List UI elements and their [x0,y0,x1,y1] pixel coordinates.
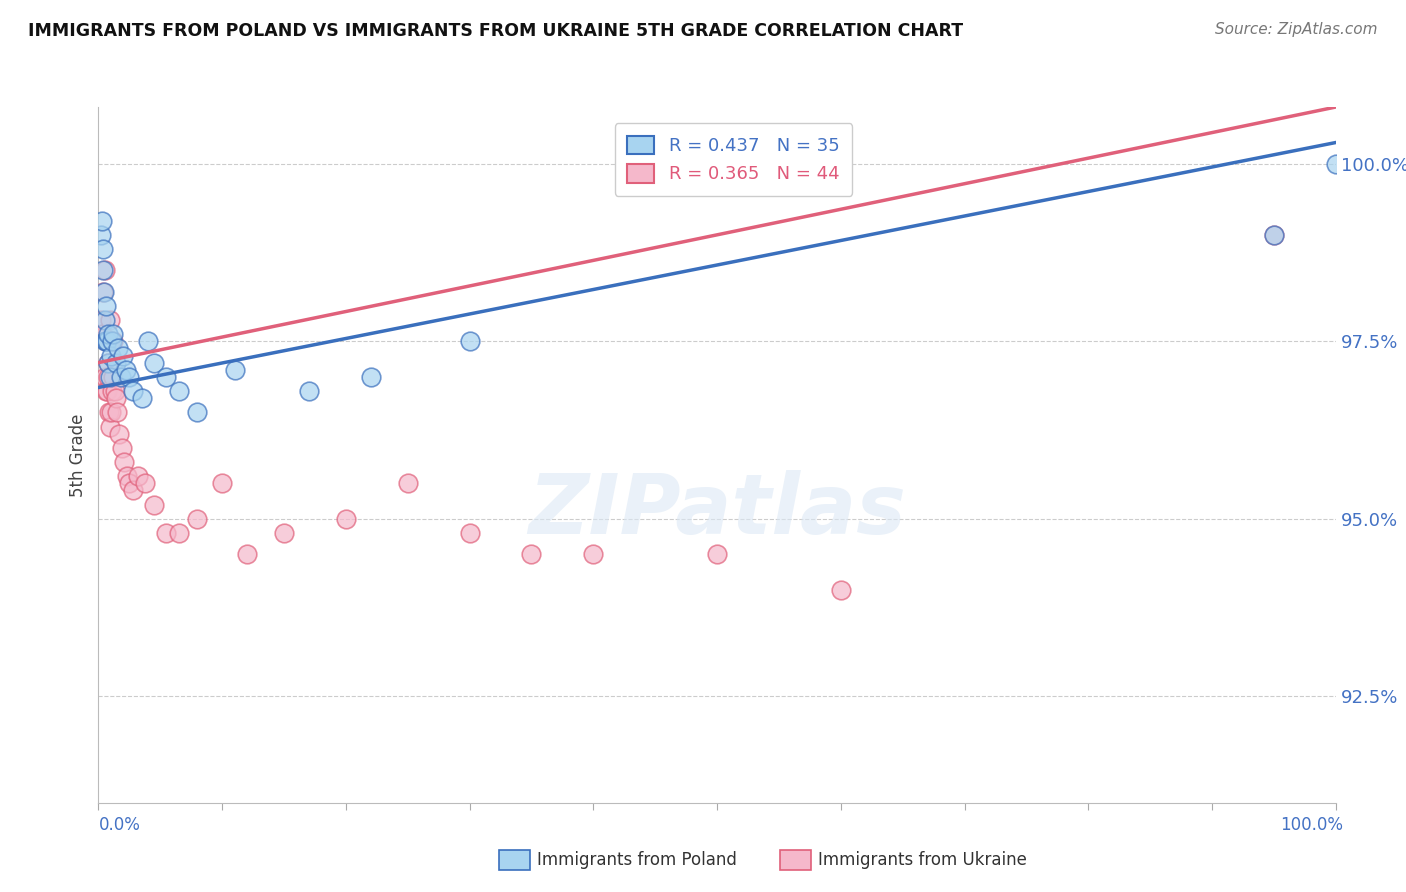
Point [97,405,120,419]
Point [1324,157,1347,171]
Point [122,384,145,398]
Point [100,405,122,419]
Point [91,242,114,256]
Point [98,313,121,327]
Point [93,285,115,299]
Text: 0.0%: 0.0% [98,816,141,834]
Text: 100.0%: 100.0% [1279,816,1343,834]
Point [94,334,117,349]
Point [101,369,124,384]
Point [211,476,233,491]
Point [96,384,118,398]
Point [114,362,136,376]
Point [91,327,114,342]
Y-axis label: 5th Grade: 5th Grade [69,413,87,497]
Point [136,334,159,349]
Point [100,334,122,349]
Point [93,334,115,349]
Point [706,547,728,561]
Point [104,356,127,370]
Point [98,369,121,384]
Point [103,334,125,349]
Point [96,334,118,349]
Point [103,384,125,398]
Point [143,498,166,512]
Point [127,469,149,483]
Point [1263,227,1285,242]
Point [96,384,118,398]
Point [186,512,208,526]
Point [97,356,120,370]
Point [94,313,117,327]
Point [108,426,131,441]
Legend: R = 0.437   N = 35, R = 0.365   N = 44: R = 0.437 N = 35, R = 0.365 N = 44 [614,123,852,196]
Point [112,349,135,363]
Point [104,391,127,405]
Point [167,526,190,541]
Point [110,369,132,384]
Point [118,476,141,491]
Text: IMMIGRANTS FROM POLAND VS IMMIGRANTS FROM UKRAINE 5TH GRADE CORRELATION CHART: IMMIGRANTS FROM POLAND VS IMMIGRANTS FRO… [28,22,963,40]
Point [118,369,141,384]
Point [91,213,114,227]
Point [111,441,134,455]
Point [458,526,481,541]
Point [360,369,382,384]
Point [236,547,259,561]
Point [93,285,115,299]
Point [101,334,124,349]
Point [155,526,177,541]
Text: Source: ZipAtlas.com: Source: ZipAtlas.com [1215,22,1378,37]
Point [134,476,156,491]
Text: ZIPatlas: ZIPatlas [529,470,905,551]
Point [273,526,295,541]
Point [103,327,125,342]
Point [143,356,166,370]
Point [97,327,120,342]
Point [101,384,124,398]
Point [98,419,121,434]
Point [94,299,117,313]
Point [100,349,122,363]
Point [1263,227,1285,242]
Point [298,384,321,398]
Point [112,455,135,469]
Point [458,334,481,349]
Point [131,391,153,405]
Point [155,369,177,384]
Point [90,227,112,242]
Point [115,469,138,483]
Point [830,582,852,597]
Point [105,405,128,419]
Text: Immigrants from Ukraine: Immigrants from Ukraine [818,851,1028,869]
Point [93,263,115,277]
Text: Immigrants from Poland: Immigrants from Poland [537,851,737,869]
Point [186,405,208,419]
Point [96,334,118,349]
Point [107,342,129,356]
Point [93,263,115,277]
Point [122,483,145,498]
Point [167,384,190,398]
Point [90,313,112,327]
Point [396,476,419,491]
Point [94,369,117,384]
Point [335,512,357,526]
Point [97,356,120,370]
Point [582,547,605,561]
Point [224,362,246,376]
Point [97,369,120,384]
Point [520,547,543,561]
